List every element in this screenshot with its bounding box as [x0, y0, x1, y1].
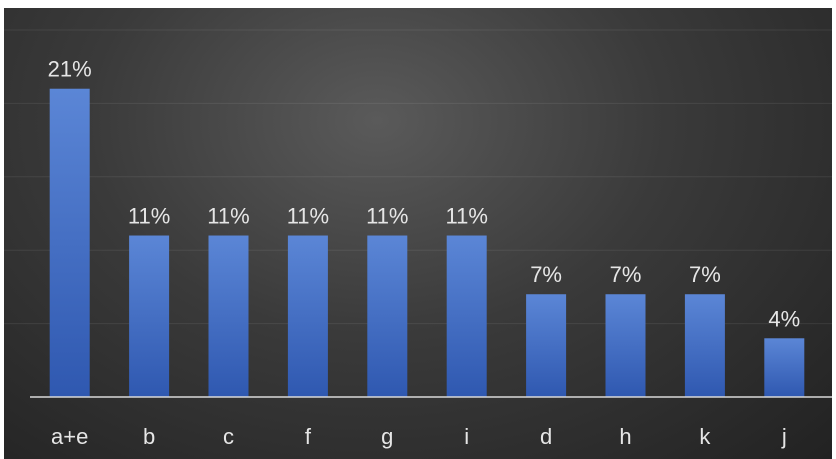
bar-a+e: [49, 88, 90, 397]
bars: [49, 88, 805, 397]
x-tick-label-a+e: a+e: [51, 424, 88, 449]
bar-d: [526, 294, 567, 397]
x-tick-label-h: h: [619, 424, 631, 449]
bar-k: [684, 294, 725, 397]
data-label-k: 7%: [689, 262, 721, 287]
data-label-i: 11%: [445, 204, 487, 229]
x-tick-label-b: b: [143, 424, 155, 449]
bar-b: [129, 235, 170, 397]
bar-i: [446, 235, 487, 397]
data-label-h: 7%: [610, 262, 642, 287]
data-label-c: 11%: [207, 204, 249, 229]
x-tick-labels: a+e b c f g i d h k j: [51, 424, 787, 449]
x-tick-label-f: f: [305, 424, 312, 449]
bar-f: [287, 235, 328, 397]
bar-j: [764, 338, 805, 397]
x-tick-label-c: c: [223, 424, 234, 449]
data-label-j: 4%: [768, 306, 800, 331]
data-label-a+e: 21%: [48, 57, 92, 82]
x-tick-label-k: k: [699, 424, 711, 449]
bar-g: [367, 235, 408, 397]
data-label-b: 11%: [128, 204, 170, 229]
data-labels: 21% 11% 11% 11% 11% 11% 7% 7% 7% 4%: [48, 57, 801, 332]
bar-c: [208, 235, 249, 397]
x-tick-label-g: g: [381, 424, 393, 449]
data-label-f: 11%: [287, 204, 329, 229]
x-tick-label-j: j: [781, 424, 787, 449]
data-label-d: 7%: [530, 262, 562, 287]
bar-h: [605, 294, 646, 397]
data-label-g: 11%: [366, 204, 408, 229]
x-tick-label-d: d: [540, 424, 552, 449]
x-tick-label-i: i: [464, 424, 469, 449]
